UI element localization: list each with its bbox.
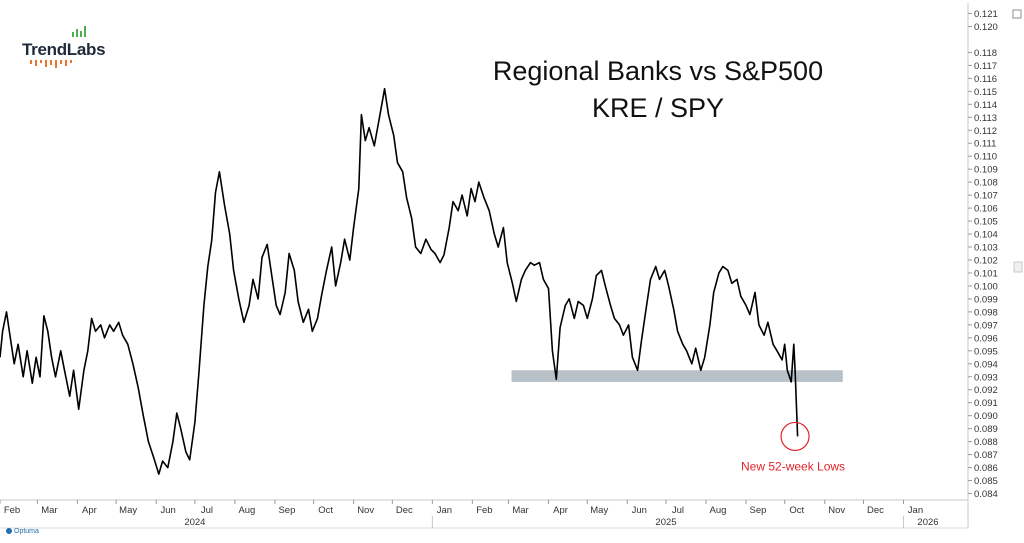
y-tick-label: 0.092 bbox=[974, 385, 998, 396]
y-tick-label: 0.115 bbox=[974, 87, 997, 98]
y-tick-label: 0.091 bbox=[974, 398, 998, 409]
series-layer bbox=[0, 87, 799, 475]
y-tick-label: 0.097 bbox=[974, 320, 998, 331]
y-tick-label: 0.109 bbox=[974, 165, 998, 176]
x-tick-label: Oct bbox=[789, 505, 804, 516]
y-tick-label: 0.102 bbox=[974, 255, 998, 266]
y-tick-label: 0.098 bbox=[974, 307, 998, 318]
x-tick-label: Jun bbox=[161, 505, 176, 516]
lock-icon bbox=[1012, 9, 1022, 19]
y-tick-label: 0.108 bbox=[974, 178, 998, 189]
x-tick-label: Mar bbox=[512, 505, 528, 516]
annotation-layer: New 52-week Lows bbox=[741, 421, 845, 473]
x-tick-label: Jul bbox=[201, 505, 213, 516]
y-tick-label: 0.116 bbox=[974, 74, 997, 85]
footer-brand: Optuma bbox=[6, 528, 39, 535]
y-tick-label: 0.093 bbox=[974, 372, 998, 383]
y-tick-label: 0.086 bbox=[974, 463, 998, 474]
y-tick-label: 0.120 bbox=[974, 22, 998, 33]
year-label: 2024 bbox=[184, 517, 205, 528]
support-zone-band bbox=[511, 370, 843, 382]
x-tick-label: May bbox=[590, 505, 608, 516]
y-tick-label: 0.100 bbox=[974, 281, 998, 292]
x-tick-label: May bbox=[119, 505, 137, 516]
y-tick-label: 0.087 bbox=[974, 450, 998, 461]
x-tick-label: Apr bbox=[553, 505, 568, 516]
y-tick-label: 0.114 bbox=[974, 100, 997, 111]
year-label: 2026 bbox=[917, 517, 938, 528]
logo-wordmark: TrendLabs bbox=[22, 40, 106, 59]
chart-subtitle: KRE / SPY bbox=[592, 93, 724, 123]
trendlabs-logo: TrendLabs bbox=[22, 26, 106, 68]
series-line-kre-spy bbox=[0, 87, 799, 475]
x-tick-label: Dec bbox=[867, 505, 884, 516]
y-tick-label: 0.111 bbox=[974, 139, 996, 150]
x-tick-label: Nov bbox=[357, 505, 374, 516]
footer-brand-label: Optuma bbox=[14, 528, 39, 535]
y-tick-label: 0.121 bbox=[974, 9, 998, 20]
y-tick-label: 0.106 bbox=[974, 204, 998, 215]
y-tick-label: 0.090 bbox=[974, 411, 998, 422]
support-zone-layer bbox=[511, 370, 843, 382]
axes-layer: 0.084 0.085 0.086 0.087 0.088 0.089 0.090 0.091… bbox=[0, 3, 1023, 529]
y-tick-label: 0.099 bbox=[974, 294, 998, 305]
x-tick-label: Sep bbox=[750, 505, 767, 516]
x-tick-label: Sep bbox=[278, 505, 295, 516]
y-tick-label: 0.113 bbox=[974, 113, 997, 124]
y-tick-label: 0.088 bbox=[974, 437, 998, 448]
y-axis-scroll-handle bbox=[1013, 261, 1023, 273]
x-tick-label: Aug bbox=[710, 505, 727, 516]
x-tick-label: Oct bbox=[318, 505, 333, 516]
x-tick-label: Jan bbox=[908, 505, 923, 516]
y-tick-label: 0.084 bbox=[974, 489, 998, 500]
x-tick-label: Feb bbox=[476, 505, 492, 516]
new-lows-label: New 52-week Lows bbox=[741, 459, 845, 473]
x-tick-label: Jun bbox=[632, 505, 647, 516]
y-tick-label: 0.089 bbox=[974, 424, 998, 435]
x-tick-label: Nov bbox=[828, 505, 845, 516]
x-tick-label: Jul bbox=[672, 505, 684, 516]
y-tick-label: 0.105 bbox=[974, 217, 998, 228]
x-tick-label: Jan bbox=[437, 505, 452, 516]
y-tick-label: 0.118 bbox=[974, 48, 997, 59]
optuma-logo-icon bbox=[6, 528, 12, 535]
x-tick-label: Apr bbox=[82, 505, 97, 516]
y-tick-label: 0.095 bbox=[974, 346, 998, 357]
new-lows-circle bbox=[780, 421, 810, 452]
x-tick-label: Feb bbox=[4, 505, 20, 516]
chart-title: Regional Banks vs S&P500 bbox=[493, 56, 823, 86]
x-tick-label: Aug bbox=[238, 505, 255, 516]
y-tick-label: 0.094 bbox=[974, 359, 998, 370]
year-label: 2025 bbox=[655, 517, 676, 528]
logo-underline-bars-icon bbox=[30, 60, 72, 68]
y-tick-label: 0.112 bbox=[974, 126, 997, 137]
y-tick-label: 0.085 bbox=[974, 476, 998, 487]
x-tick-label: Mar bbox=[41, 505, 57, 516]
y-tick-label: 0.101 bbox=[974, 268, 998, 279]
y-tick-label: 0.107 bbox=[974, 191, 998, 202]
y-tick-label: 0.117 bbox=[974, 61, 997, 72]
logo-bars-icon bbox=[72, 26, 86, 37]
y-tick-label: 0.110 bbox=[974, 152, 997, 163]
x-tick-label: Dec bbox=[396, 505, 413, 516]
y-tick-label: 0.103 bbox=[974, 243, 998, 254]
y-tick-label: 0.104 bbox=[974, 230, 998, 241]
y-tick-label: 0.096 bbox=[974, 333, 998, 344]
